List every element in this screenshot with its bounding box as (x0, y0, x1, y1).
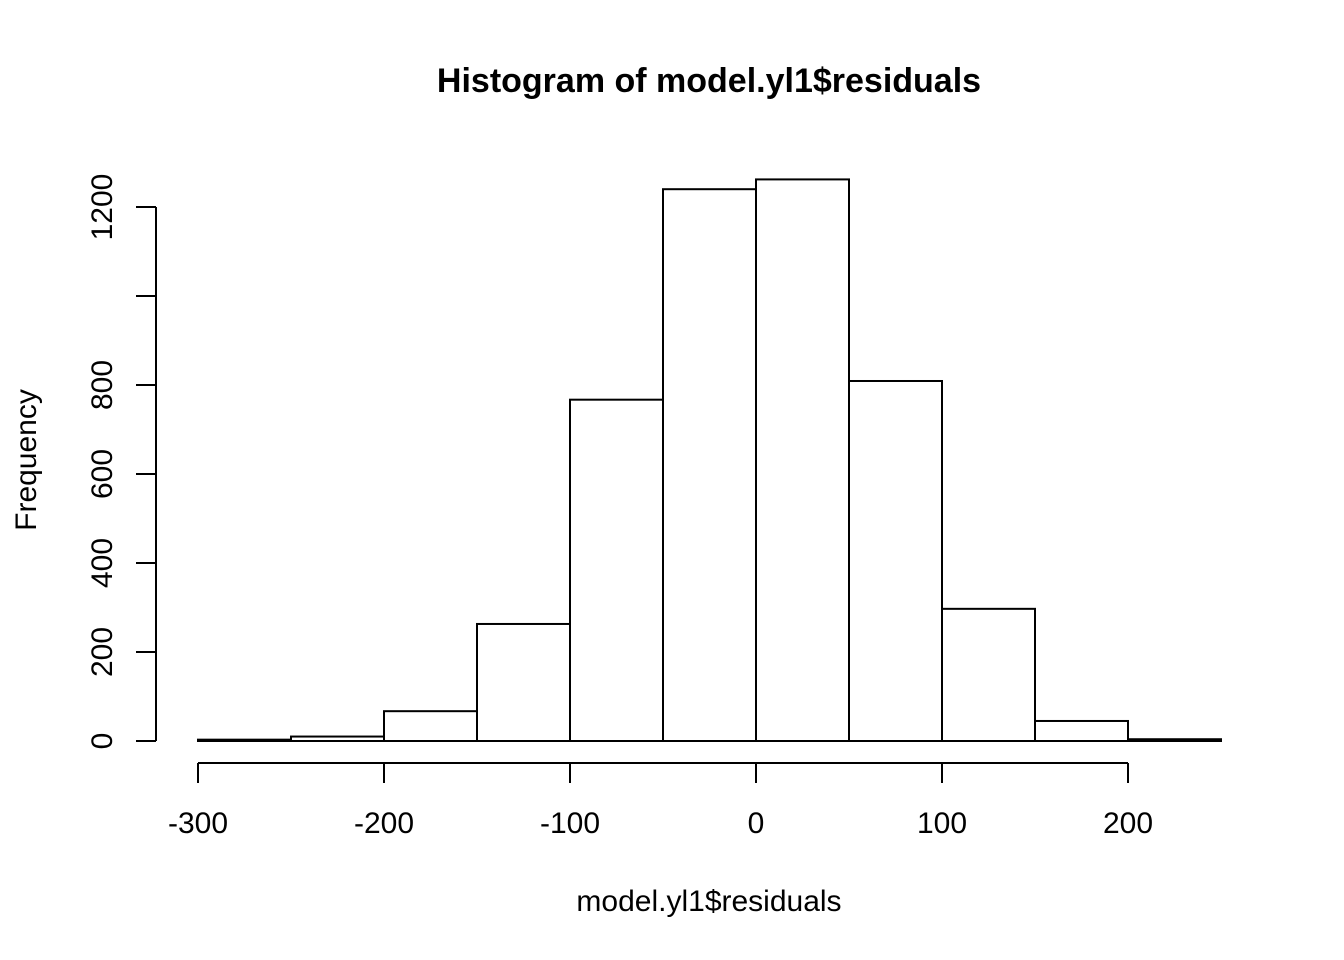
y-axis: 0 200 400 600 800 1200 (86, 174, 157, 750)
y-tick-label: 800 (86, 360, 119, 410)
histogram-bar (662, 188, 757, 742)
x-tick-label: -200 (354, 807, 414, 840)
histogram-bar (1034, 719, 1129, 742)
histogram-bar (755, 178, 850, 743)
histogram-bar (383, 710, 478, 742)
histogram-bar (290, 735, 385, 742)
y-axis-label: Frequency (10, 389, 43, 531)
y-tick-label: 1200 (86, 174, 119, 241)
histogram-bars (197, 178, 1222, 743)
x-tick-label: 100 (917, 807, 967, 840)
y-tick-label: 600 (86, 449, 119, 499)
x-tick-label: 200 (1103, 807, 1153, 840)
chart-title: Histogram of model.yl1$residuals (437, 62, 981, 100)
x-axis-label: model.yl1$residuals (576, 885, 841, 918)
y-tick-label: 0 (86, 733, 119, 750)
x-tick-label: -100 (540, 807, 600, 840)
histogram-bar (569, 398, 664, 742)
histogram-bar (1127, 738, 1222, 742)
histogram-bar (941, 607, 1036, 743)
x-axis: -300 -200 -100 0 100 200 (168, 762, 1153, 840)
x-tick-label: -300 (168, 807, 228, 840)
histogram-bar (476, 622, 571, 743)
x-tick-label: 0 (748, 807, 765, 840)
y-tick-label: 400 (86, 538, 119, 588)
y-tick-label: 200 (86, 627, 119, 677)
histogram-bar (848, 379, 943, 742)
histogram-bar (197, 738, 292, 742)
